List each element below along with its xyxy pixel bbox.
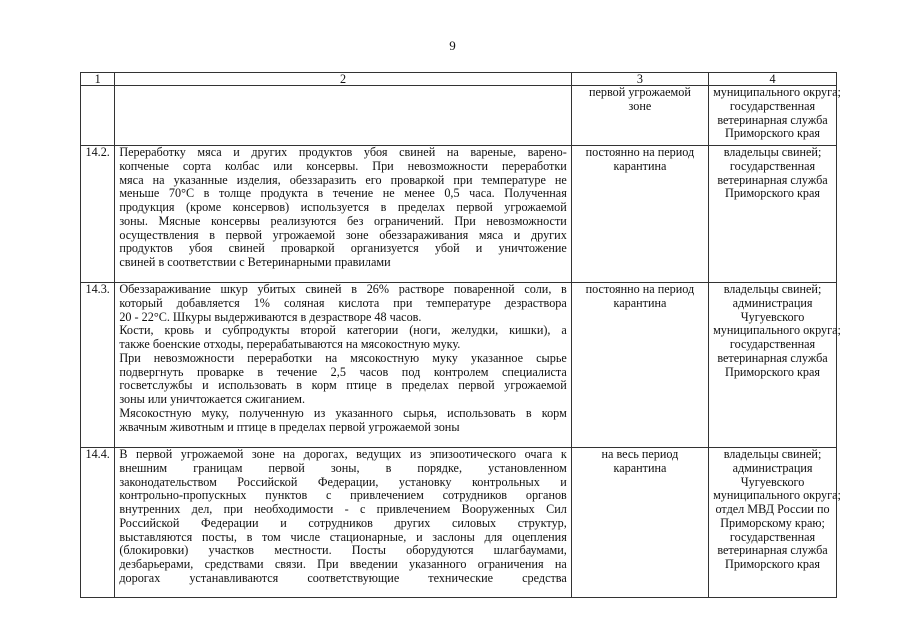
text-line: владельцы свиней; (723, 145, 822, 159)
text-line: на весь период (601, 447, 679, 461)
text-line: Обеззараживание шкур убитых свиней в 26%… (119, 282, 567, 296)
text-line: законодательством Российской Федерации, … (119, 474, 567, 489)
text-line: осуществления в первой угрожаемой зоне о… (119, 227, 567, 242)
term-cell: постоянно на период карантина (570, 282, 710, 448)
text-line: Мясокостную муку, полученную из указанно… (119, 405, 567, 420)
text-line: Российской Федерации и сотрудников други… (119, 515, 567, 530)
text-line: дорогах устанавливаются соответствующие … (119, 570, 567, 585)
item-number-cell: 14.4. (79, 447, 116, 598)
column-header: 3 (570, 72, 710, 86)
text-line: Приморского края (725, 364, 821, 379)
responsible-cell: владельцы свиней; администрация Чугуевског… (708, 447, 841, 598)
text-line: государственная (729, 98, 816, 113)
text-line: государственная (729, 529, 816, 544)
column-header: 4 (708, 72, 837, 86)
text-line: жвачным животным и птице в пределах перв… (119, 419, 460, 434)
responsible-cell: владельцы свиней; государственная ветерина… (708, 145, 837, 283)
text-line: Кости, кровь и субпродукты второй катего… (119, 323, 567, 338)
table-row: 14.4. В первой угрожаемой зоне на дорогах… (79, 447, 841, 598)
text-line: Приморскому краю; (720, 515, 825, 530)
text-line: Приморского края (725, 557, 821, 571)
text-line: ветеринарная служба (717, 543, 828, 558)
term-cell: на весь период карантина (570, 447, 710, 598)
table-row: 14.3. Обеззараживание шкур убитых свиней … (79, 282, 841, 448)
text-line: карантина (613, 295, 667, 310)
text-line: муниципального округа; (713, 488, 841, 503)
text-line: подвергнуть проварке в течение 2,5 часов… (119, 364, 567, 379)
text-line: копченые сорта колбас или консервы. При … (119, 158, 567, 173)
text-line: внутренних дел, при необходимости - с пр… (119, 502, 567, 516)
text-line: отдел МВД России по (715, 502, 830, 516)
text-line: государственная (729, 337, 816, 351)
measure-cell: В первой угрожаемой зоне на дорогах, вед… (114, 447, 572, 598)
text-line: В первой угрожаемой зоне на дорогах, вед… (119, 447, 567, 461)
column-header: 1 (79, 72, 116, 86)
text-line: постоянно на период (585, 145, 695, 159)
text-line: государственная (729, 158, 816, 173)
text-line: (блокировки) участков местности. Посты о… (119, 543, 567, 558)
table-row: 14.2. Переработку мяса и других продуктов… (79, 145, 837, 283)
text-line: администрация (732, 295, 813, 310)
text-line: 20 - 22°С. Шкуры выдерживаются в дезраст… (119, 309, 422, 324)
text-line: муниципального округа; (713, 323, 841, 338)
text-line: муниципального округа; (713, 85, 841, 99)
item-number: 14.2. (85, 145, 110, 159)
item-number-cell: 14.2. (79, 145, 116, 283)
item-number: 14.4. (85, 447, 110, 461)
term-cell: первой угрожаемой зоне (570, 85, 710, 146)
text-line: мяса на указанные изделия, обеззаразить … (119, 172, 567, 187)
text-line: дезбарьерами, средствами связи. При введ… (119, 557, 567, 571)
text-line: продукция (кроме консервов) используется… (119, 200, 567, 214)
text-line: продуктов убоя свиней проваркой организу… (119, 241, 567, 256)
text-line: зоны. Мясные консервы реализуются без ог… (119, 213, 567, 228)
responsible-cell: муниципального округа; государственная вет… (708, 85, 841, 146)
text-line: зоне (628, 98, 652, 113)
text-line: также боенские отходы, перерабатываются … (119, 337, 461, 351)
text-line: зоны или уничтожается сжиганием. (119, 392, 306, 406)
text-line: свиней в соответствии с Ветеринарными пр… (119, 255, 391, 269)
text-line: контрольно-пропускных пунктов с привлече… (119, 488, 567, 503)
text-line: госветслужбы и использовать в корм птице… (119, 378, 567, 393)
item-number-cell (79, 85, 116, 146)
text-line: администрация (732, 460, 813, 475)
text-line: При невозможности переработки на мясокос… (119, 350, 567, 365)
item-number: 14.3. (85, 282, 110, 296)
page-number: 9 (449, 38, 456, 53)
text-line: Приморского края (725, 126, 821, 141)
text-line: постоянно на период (585, 282, 695, 296)
text-line: который добавляется 1% соляная кислота п… (119, 295, 567, 310)
text-line: карантина (613, 460, 667, 475)
text-line: Чугуевского (740, 309, 805, 324)
text-line: Приморского края (725, 186, 821, 201)
text-line: ветеринарная служба (717, 112, 828, 127)
text-line: Переработку мяса и других продуктов убоя… (119, 145, 567, 159)
text-line: карантина (613, 158, 667, 173)
text-line: выставляются посты, в том числе стациона… (119, 529, 567, 544)
responsible-cell: владельцы свиней; администрация Чугуевског… (708, 282, 841, 448)
table-header-row: 1 2 3 4 (79, 72, 837, 86)
text-line: владельцы свиней; (723, 447, 822, 461)
text-line: Чугуевского (740, 474, 805, 489)
measure-cell: Обеззараживание шкур убитых свиней в 26%… (114, 282, 572, 448)
column-header: 2 (114, 72, 572, 86)
text-line: внешним границам первой зоны, в порядке,… (119, 460, 567, 475)
text-line: ветеринарная служба (717, 172, 828, 187)
text-line: ветеринарная служба (717, 350, 828, 365)
measures-table: 1 2 3 4 первой угрожаемой зоне муниципальн… (79, 72, 841, 598)
item-number-cell: 14.3. (79, 282, 116, 448)
text-line: меньше 70°С в толще продукта в течение н… (119, 186, 567, 201)
measure-cell (114, 85, 572, 146)
text-line: владельцы свиней; (723, 282, 822, 296)
measure-cell: Переработку мяса и других продуктов убоя… (114, 145, 572, 283)
term-cell: постоянно на период карантина (570, 145, 710, 283)
text-line: первой угрожаемой (588, 85, 691, 99)
table-row: первой угрожаемой зоне муниципального окру… (79, 85, 841, 146)
